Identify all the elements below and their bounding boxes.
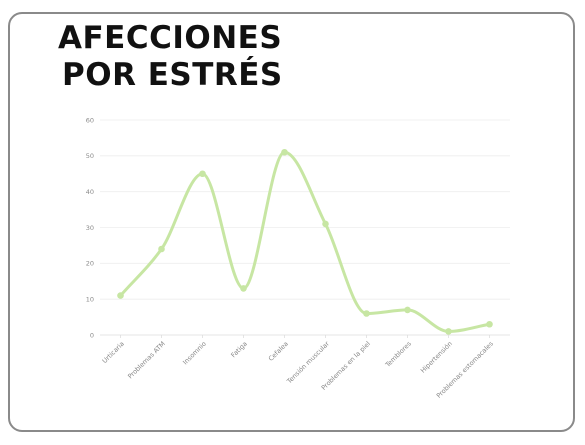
x-tick-label: Insomnio bbox=[181, 340, 208, 367]
x-tick-label: Tensión muscular bbox=[285, 340, 331, 386]
chart-card bbox=[8, 12, 575, 432]
data-point bbox=[158, 245, 165, 253]
x-tick-label: Hipertensión bbox=[419, 340, 454, 375]
series-line bbox=[119, 150, 491, 333]
chart-title-line-1: AFECCIONES bbox=[58, 20, 283, 56]
data-point bbox=[281, 148, 288, 156]
y-tick-label: 40 bbox=[86, 188, 94, 196]
data-point bbox=[117, 292, 124, 299]
data-point bbox=[445, 328, 452, 335]
data-point bbox=[404, 306, 411, 314]
data-point bbox=[322, 220, 329, 228]
x-tick-label: Cefalea bbox=[267, 340, 290, 363]
chart-title-line-2: POR ESTRÉS bbox=[62, 57, 283, 93]
x-tick-label: Temblores bbox=[383, 339, 413, 369]
y-tick-label: 60 bbox=[86, 116, 94, 124]
x-tick-label: Problemas ATM bbox=[126, 340, 167, 381]
y-tick-label: 50 bbox=[86, 152, 94, 160]
x-tick-label: Urticaria bbox=[101, 340, 126, 365]
chart-title: AFECCIONES POR ESTRÉS bbox=[58, 20, 283, 94]
y-tick-label: 20 bbox=[86, 260, 94, 268]
y-tick-label: 0 bbox=[90, 331, 94, 339]
x-tick-label: Fatiga bbox=[229, 340, 249, 360]
data-point bbox=[363, 310, 370, 317]
data-point bbox=[199, 170, 206, 178]
data-point bbox=[486, 320, 493, 328]
data-point bbox=[240, 285, 247, 292]
y-tick-label: 10 bbox=[86, 295, 94, 303]
y-tick-label: 30 bbox=[86, 224, 94, 232]
